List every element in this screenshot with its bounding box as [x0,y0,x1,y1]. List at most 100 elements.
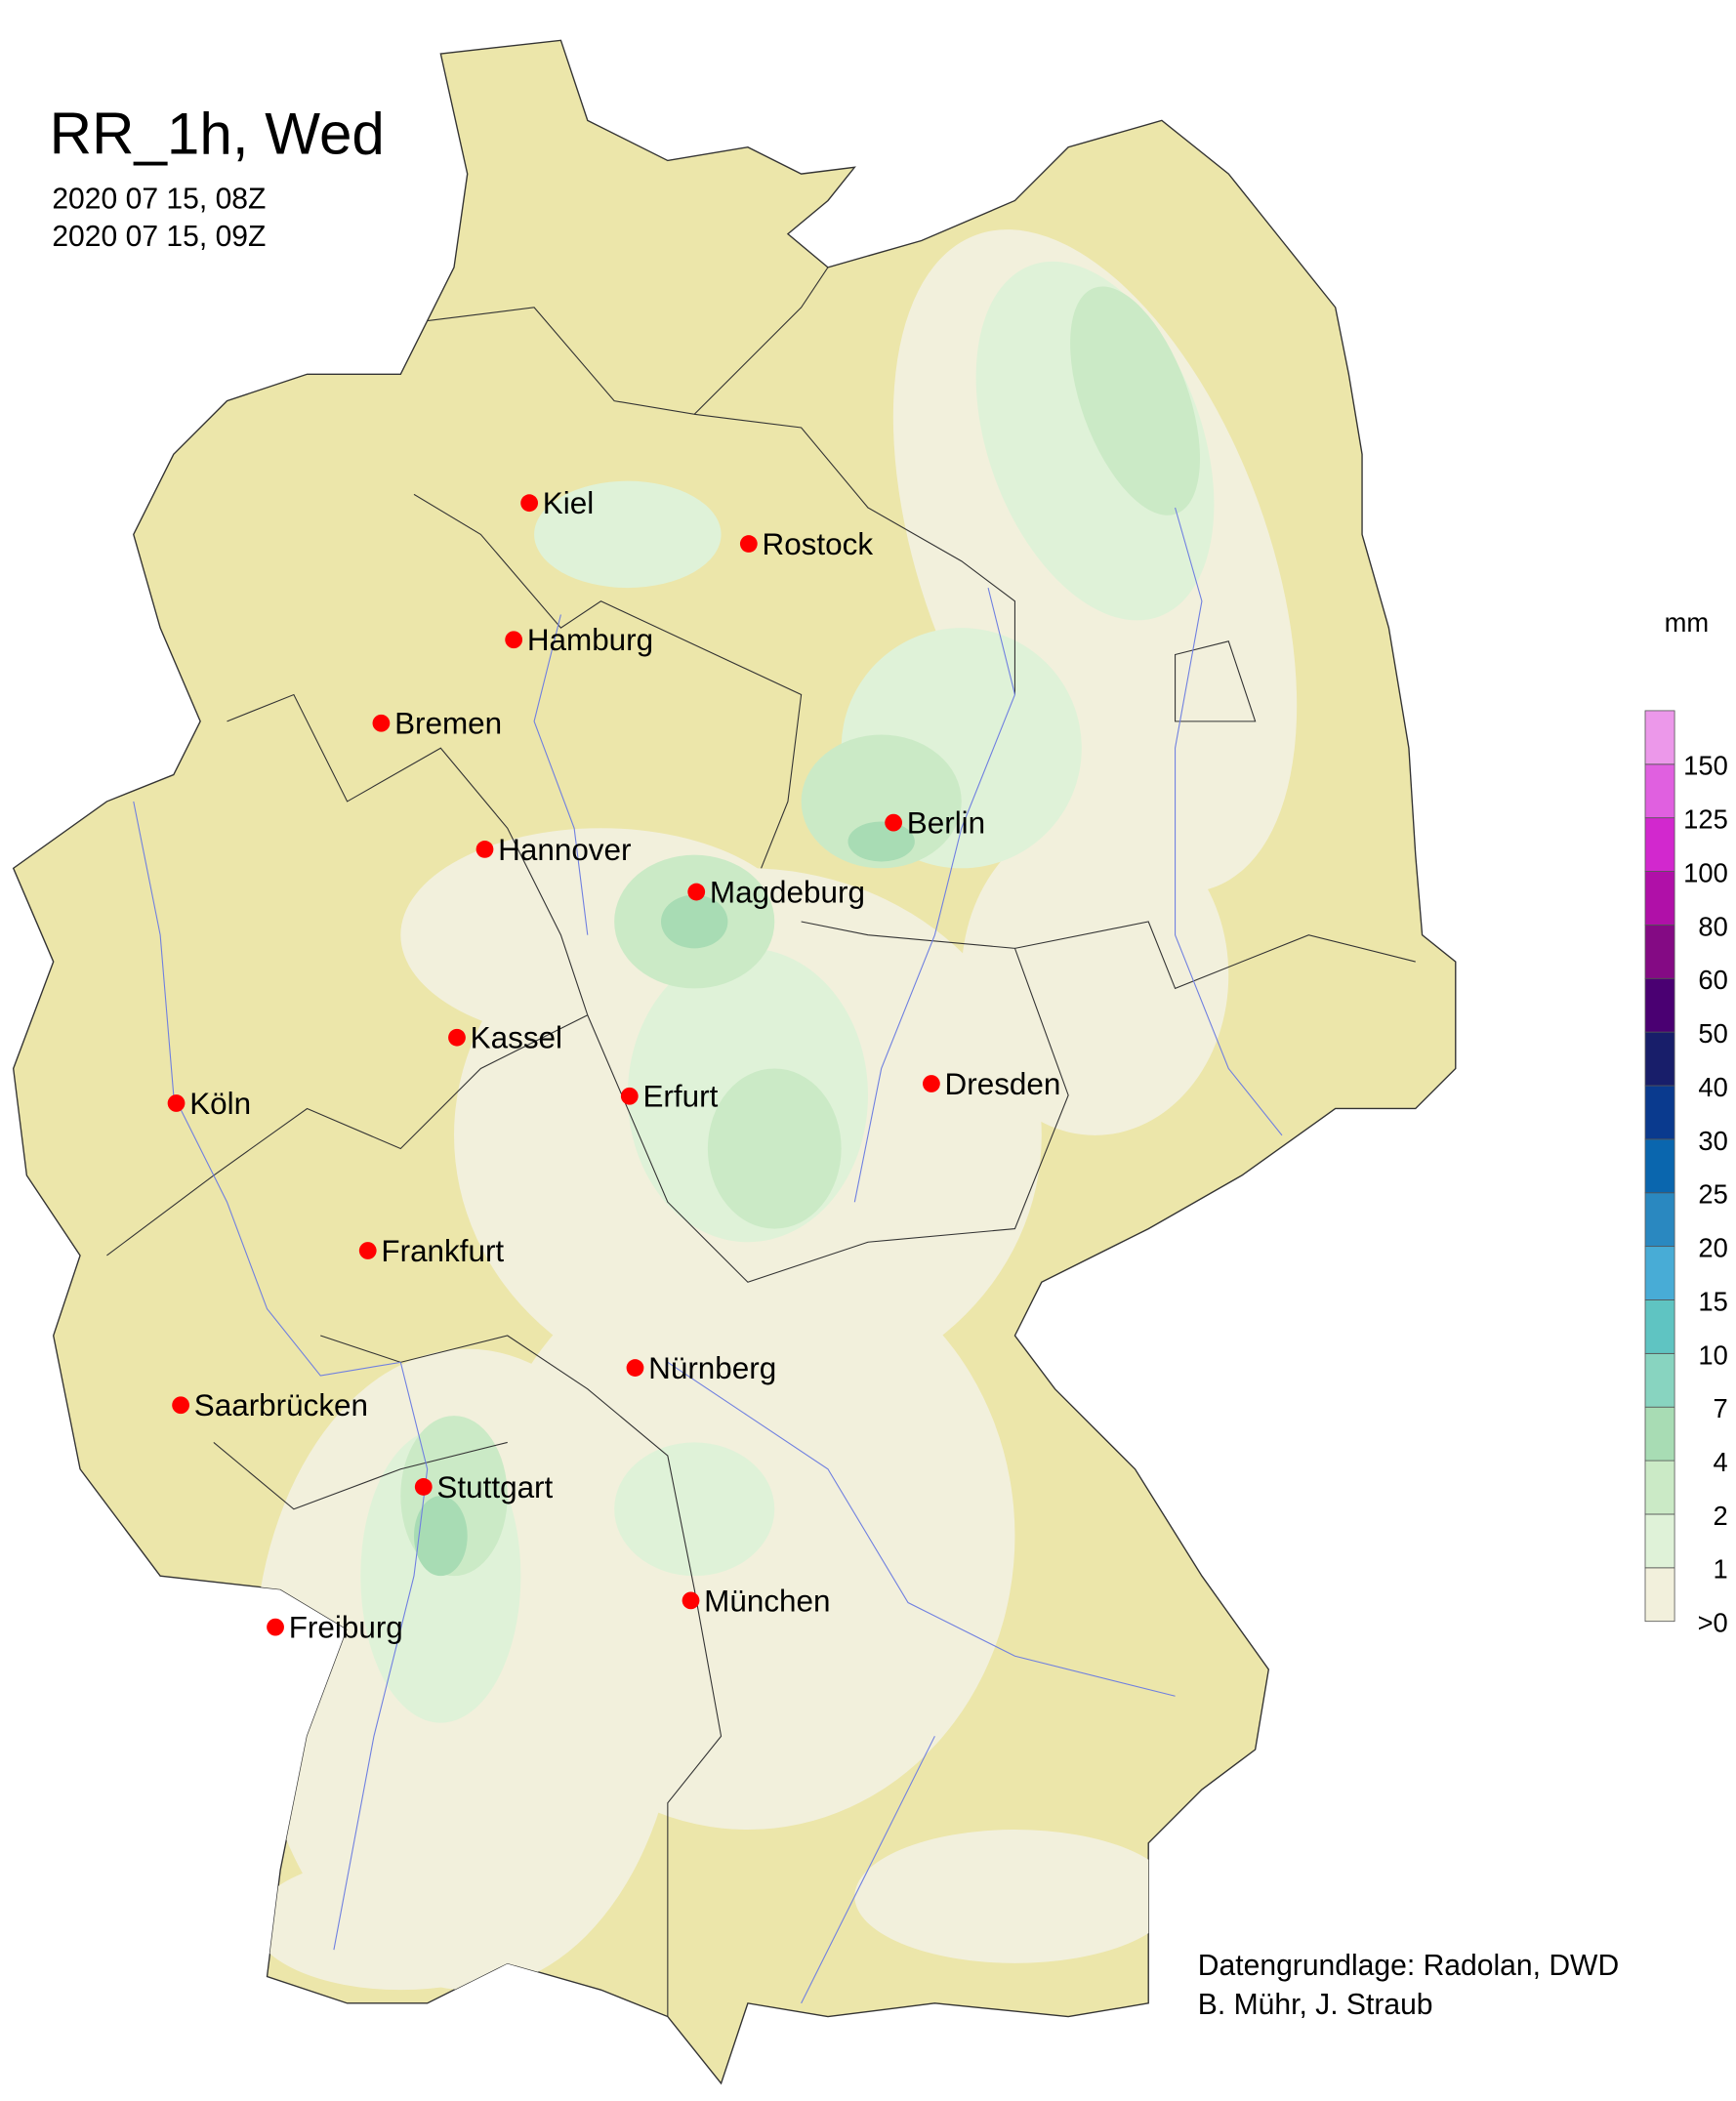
rain-area [854,1830,1176,1963]
city-hamburg: Hamburg [505,623,653,657]
city-magdeburg: Magdeburg [687,876,865,910]
state-borders [106,267,1416,2017]
legend-swatch [1644,871,1675,926]
city-marker-icon [687,883,706,901]
city-kiel: Kiel [520,486,594,520]
city-marker-icon [885,813,903,832]
legend-label: 60 [1698,965,1727,995]
legend-label: 20 [1698,1233,1727,1263]
city-marker-icon [372,714,391,732]
river [333,1362,429,1951]
legend-label: 2 [1714,1501,1728,1531]
city-label: Erfurt [642,1080,718,1114]
rain-area [1070,286,1200,515]
legend-label: 7 [1714,1393,1728,1423]
legend-swatch [1644,1138,1675,1194]
legend-swatch [1644,817,1675,872]
river [533,614,589,935]
river [133,801,401,1377]
city-marker-icon [505,631,523,649]
legend-label: 150 [1683,751,1728,781]
city-marker-icon [923,1075,940,1092]
city-label: Kiel [543,486,594,520]
city-label: Rostock [763,527,874,561]
city-bremen: Bremen [372,707,502,741]
city-marker-icon [448,1028,466,1047]
legend-label: 40 [1698,1072,1727,1102]
rain-area [614,1442,775,1577]
river [1175,507,1283,1136]
city-marker-icon [172,1396,189,1415]
legend-label: >0 [1698,1608,1728,1638]
rivers [133,507,1283,2004]
credits-source: Datengrundlage: Radolan, DWD [1198,1950,1619,1982]
rain-area [534,480,722,589]
city-köln: Köln [167,1087,251,1121]
river [667,1361,1176,1697]
city-label: Bremen [394,707,502,741]
river [853,587,1016,1203]
city-markers: Kiel Rostock Hamburg Bremen Berlin Hannover Ma… [167,486,1060,1645]
state-border [413,493,803,869]
legend-swatch [1644,710,1675,765]
rain-area [961,814,1229,1135]
legend-swatch [1644,1246,1675,1300]
city-label: Stuttgart [436,1470,553,1504]
rain-field [253,229,1298,1991]
river [801,1736,935,2004]
legend-swatch [1644,1460,1675,1515]
city-marker-icon [167,1094,186,1112]
state-border [427,267,829,415]
city-marker-icon [414,1478,433,1496]
rain-area [847,821,915,862]
time-end: 2020 07 15, 09Z [52,221,266,253]
legend-swatch [1644,1513,1675,1569]
state-border [213,1441,508,1510]
legend-label: 4 [1714,1447,1728,1477]
rain-area [661,894,728,949]
city-label: Köln [189,1087,251,1121]
legend-unit: mm [1665,607,1710,638]
legend-label: 30 [1698,1126,1727,1156]
state-border [1014,921,1416,990]
legend-label: 100 [1683,857,1728,887]
city-kassel: Kassel [448,1021,562,1055]
city-rostock: Rostock [739,527,874,561]
city-erfurt: Erfurt [620,1080,719,1114]
legend-label: 125 [1683,804,1728,835]
state-border [1175,640,1257,722]
legend-label: 25 [1698,1179,1727,1210]
city-label: Hannover [498,833,631,867]
city-marker-icon [267,1618,284,1636]
city-marker-icon [358,1242,377,1259]
legend-swatch [1644,1352,1675,1408]
legend-label: 10 [1698,1339,1727,1370]
city-stuttgart: Stuttgart [414,1470,554,1504]
rain-area [801,734,962,869]
legend-swatch [1644,1192,1675,1248]
legend-swatch [1644,977,1675,1033]
city-marker-icon [682,1591,700,1610]
city-label: Nürnberg [648,1351,776,1385]
city-freiburg: Freiburg [267,1611,403,1645]
city-saarbrücken: Saarbrücken [172,1388,368,1422]
city-label: Kassel [471,1021,562,1055]
legend-swatch [1644,763,1675,819]
legend-swatch [1644,924,1675,979]
state-border [320,1335,723,2017]
legend-label: 1 [1714,1554,1728,1585]
city-label: Magdeburg [710,876,865,910]
city-label: München [704,1584,830,1618]
city-münchen: München [682,1584,831,1618]
city-marker-icon [520,494,539,513]
credits-authors: B. Mühr, J. Straub [1198,1989,1433,2021]
city-nürnberg: Nürnberg [626,1351,776,1385]
legend-label: 15 [1698,1286,1727,1316]
legend-swatch [1644,1567,1675,1623]
legend-swatch [1644,1299,1675,1354]
city-label: Berlin [907,806,985,841]
city-frankfurt: Frankfurt [358,1234,504,1268]
legend-label: 50 [1698,1018,1727,1049]
city-marker-icon [620,1087,639,1105]
